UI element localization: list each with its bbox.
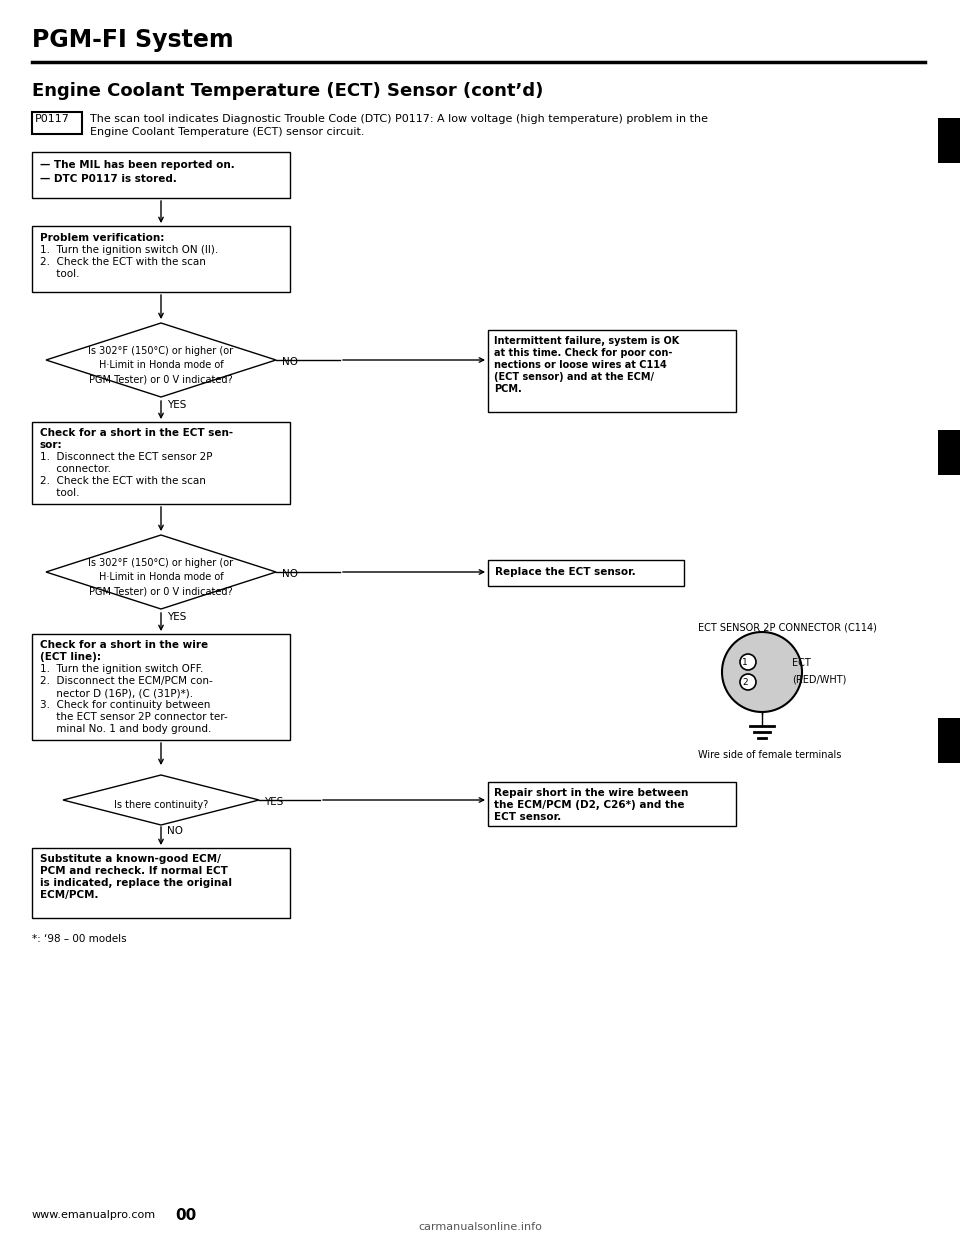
Text: Problem verification:: Problem verification:: [40, 233, 164, 243]
Polygon shape: [46, 323, 276, 397]
Polygon shape: [32, 633, 290, 740]
Text: tool.: tool.: [40, 488, 80, 498]
Text: — DTC P0117 is stored.: — DTC P0117 is stored.: [40, 174, 177, 184]
Text: the ECT sensor 2P connector ter-: the ECT sensor 2P connector ter-: [40, 712, 228, 722]
Polygon shape: [32, 226, 290, 292]
Text: P0117: P0117: [35, 114, 70, 124]
Text: connector.: connector.: [40, 465, 111, 474]
Text: ECT sensor.: ECT sensor.: [494, 812, 562, 822]
Polygon shape: [0, 1218, 960, 1242]
Text: www.emanualpro.com: www.emanualpro.com: [32, 1210, 156, 1220]
Text: ECM/PCM.: ECM/PCM.: [40, 891, 99, 900]
Text: nector D (16P), (C (31P)*).: nector D (16P), (C (31P)*).: [40, 688, 193, 698]
Text: 1.  Turn the ignition switch ON (II).: 1. Turn the ignition switch ON (II).: [40, 245, 218, 255]
Text: YES: YES: [167, 612, 186, 622]
Polygon shape: [32, 112, 82, 134]
Text: Engine Coolant Temperature (ECT) sensor circuit.: Engine Coolant Temperature (ECT) sensor …: [90, 127, 365, 137]
Circle shape: [740, 655, 756, 669]
Text: NO: NO: [167, 826, 183, 836]
Text: is indicated, replace the original: is indicated, replace the original: [40, 878, 232, 888]
Polygon shape: [488, 330, 736, 412]
Text: 1.  Disconnect the ECT sensor 2P: 1. Disconnect the ECT sensor 2P: [40, 452, 212, 462]
Text: NO: NO: [282, 356, 298, 366]
Text: 2.  Check the ECT with the scan: 2. Check the ECT with the scan: [40, 257, 205, 267]
Text: tool.: tool.: [40, 270, 80, 279]
Polygon shape: [63, 775, 259, 825]
Polygon shape: [32, 848, 290, 918]
Text: sor:: sor:: [40, 440, 62, 450]
Circle shape: [722, 632, 802, 712]
Text: 3.  Check for continuity between: 3. Check for continuity between: [40, 700, 210, 710]
Text: nections or loose wires at C114: nections or loose wires at C114: [494, 360, 667, 370]
Text: H·Limit in Honda mode of: H·Limit in Honda mode of: [99, 360, 224, 370]
Text: PCM and recheck. If normal ECT: PCM and recheck. If normal ECT: [40, 866, 228, 876]
Text: 1.  Turn the ignition switch OFF.: 1. Turn the ignition switch OFF.: [40, 664, 204, 674]
Text: Engine Coolant Temperature (ECT) Sensor (cont’d): Engine Coolant Temperature (ECT) Sensor …: [32, 82, 543, 101]
Text: Is 302°F (150°C) or higher (or: Is 302°F (150°C) or higher (or: [88, 347, 233, 356]
Polygon shape: [488, 560, 684, 586]
Polygon shape: [488, 782, 736, 826]
Text: *: ‘98 – 00 models: *: ‘98 – 00 models: [32, 934, 127, 944]
Text: Wire side of female terminals: Wire side of female terminals: [698, 750, 841, 760]
Text: (ECT sensor) and at the ECM/: (ECT sensor) and at the ECM/: [494, 373, 654, 383]
Text: minal No. 1 and body ground.: minal No. 1 and body ground.: [40, 724, 211, 734]
Polygon shape: [938, 118, 960, 163]
Polygon shape: [938, 430, 960, 474]
Text: 1: 1: [742, 658, 748, 667]
Text: PGM Tester) or 0 V indicated?: PGM Tester) or 0 V indicated?: [89, 586, 233, 596]
Text: (ECT line):: (ECT line):: [40, 652, 101, 662]
Text: carmanualsonline.info: carmanualsonline.info: [418, 1222, 542, 1232]
Text: Is there continuity?: Is there continuity?: [114, 800, 208, 810]
Text: Check for a short in the ECT sen-: Check for a short in the ECT sen-: [40, 428, 233, 438]
Text: PCM.: PCM.: [494, 384, 521, 394]
Text: The scan tool indicates Diagnostic Trouble Code (DTC) P0117: A low voltage (high: The scan tool indicates Diagnostic Troub…: [90, 114, 708, 124]
Text: PGM-FI System: PGM-FI System: [32, 29, 233, 52]
Text: Substitute a known-good ECM/: Substitute a known-good ECM/: [40, 854, 221, 864]
Text: ECT: ECT: [792, 658, 811, 668]
Text: 2.  Disconnect the ECM/PCM con-: 2. Disconnect the ECM/PCM con-: [40, 676, 213, 686]
Text: 00: 00: [175, 1208, 196, 1223]
Circle shape: [740, 674, 756, 691]
Text: H·Limit in Honda mode of: H·Limit in Honda mode of: [99, 573, 224, 582]
Text: 2.  Check the ECT with the scan: 2. Check the ECT with the scan: [40, 476, 205, 486]
Polygon shape: [32, 152, 290, 197]
Text: NO: NO: [282, 569, 298, 579]
Text: 2: 2: [742, 678, 748, 687]
Text: YES: YES: [264, 797, 283, 807]
Polygon shape: [32, 422, 290, 504]
Text: at this time. Check for poor con-: at this time. Check for poor con-: [494, 348, 672, 358]
Text: Is 302°F (150°C) or higher (or: Is 302°F (150°C) or higher (or: [88, 558, 233, 568]
Text: (RED/WHT): (RED/WHT): [792, 674, 847, 684]
Text: Intermittent failure, system is OK: Intermittent failure, system is OK: [494, 337, 680, 347]
Text: Check for a short in the wire: Check for a short in the wire: [40, 640, 208, 650]
Text: Repair short in the wire between: Repair short in the wire between: [494, 787, 688, 799]
Text: Replace the ECT sensor.: Replace the ECT sensor.: [495, 568, 636, 578]
Text: ECT SENSOR 2P CONNECTOR (C114): ECT SENSOR 2P CONNECTOR (C114): [698, 622, 876, 632]
Polygon shape: [46, 535, 276, 609]
Text: YES: YES: [167, 400, 186, 410]
Text: — The MIL has been reported on.: — The MIL has been reported on.: [40, 160, 235, 170]
Polygon shape: [938, 718, 960, 763]
Text: the ECM/PCM (D2, C26*) and the: the ECM/PCM (D2, C26*) and the: [494, 800, 684, 810]
Text: PGM Tester) or 0 V indicated?: PGM Tester) or 0 V indicated?: [89, 374, 233, 384]
